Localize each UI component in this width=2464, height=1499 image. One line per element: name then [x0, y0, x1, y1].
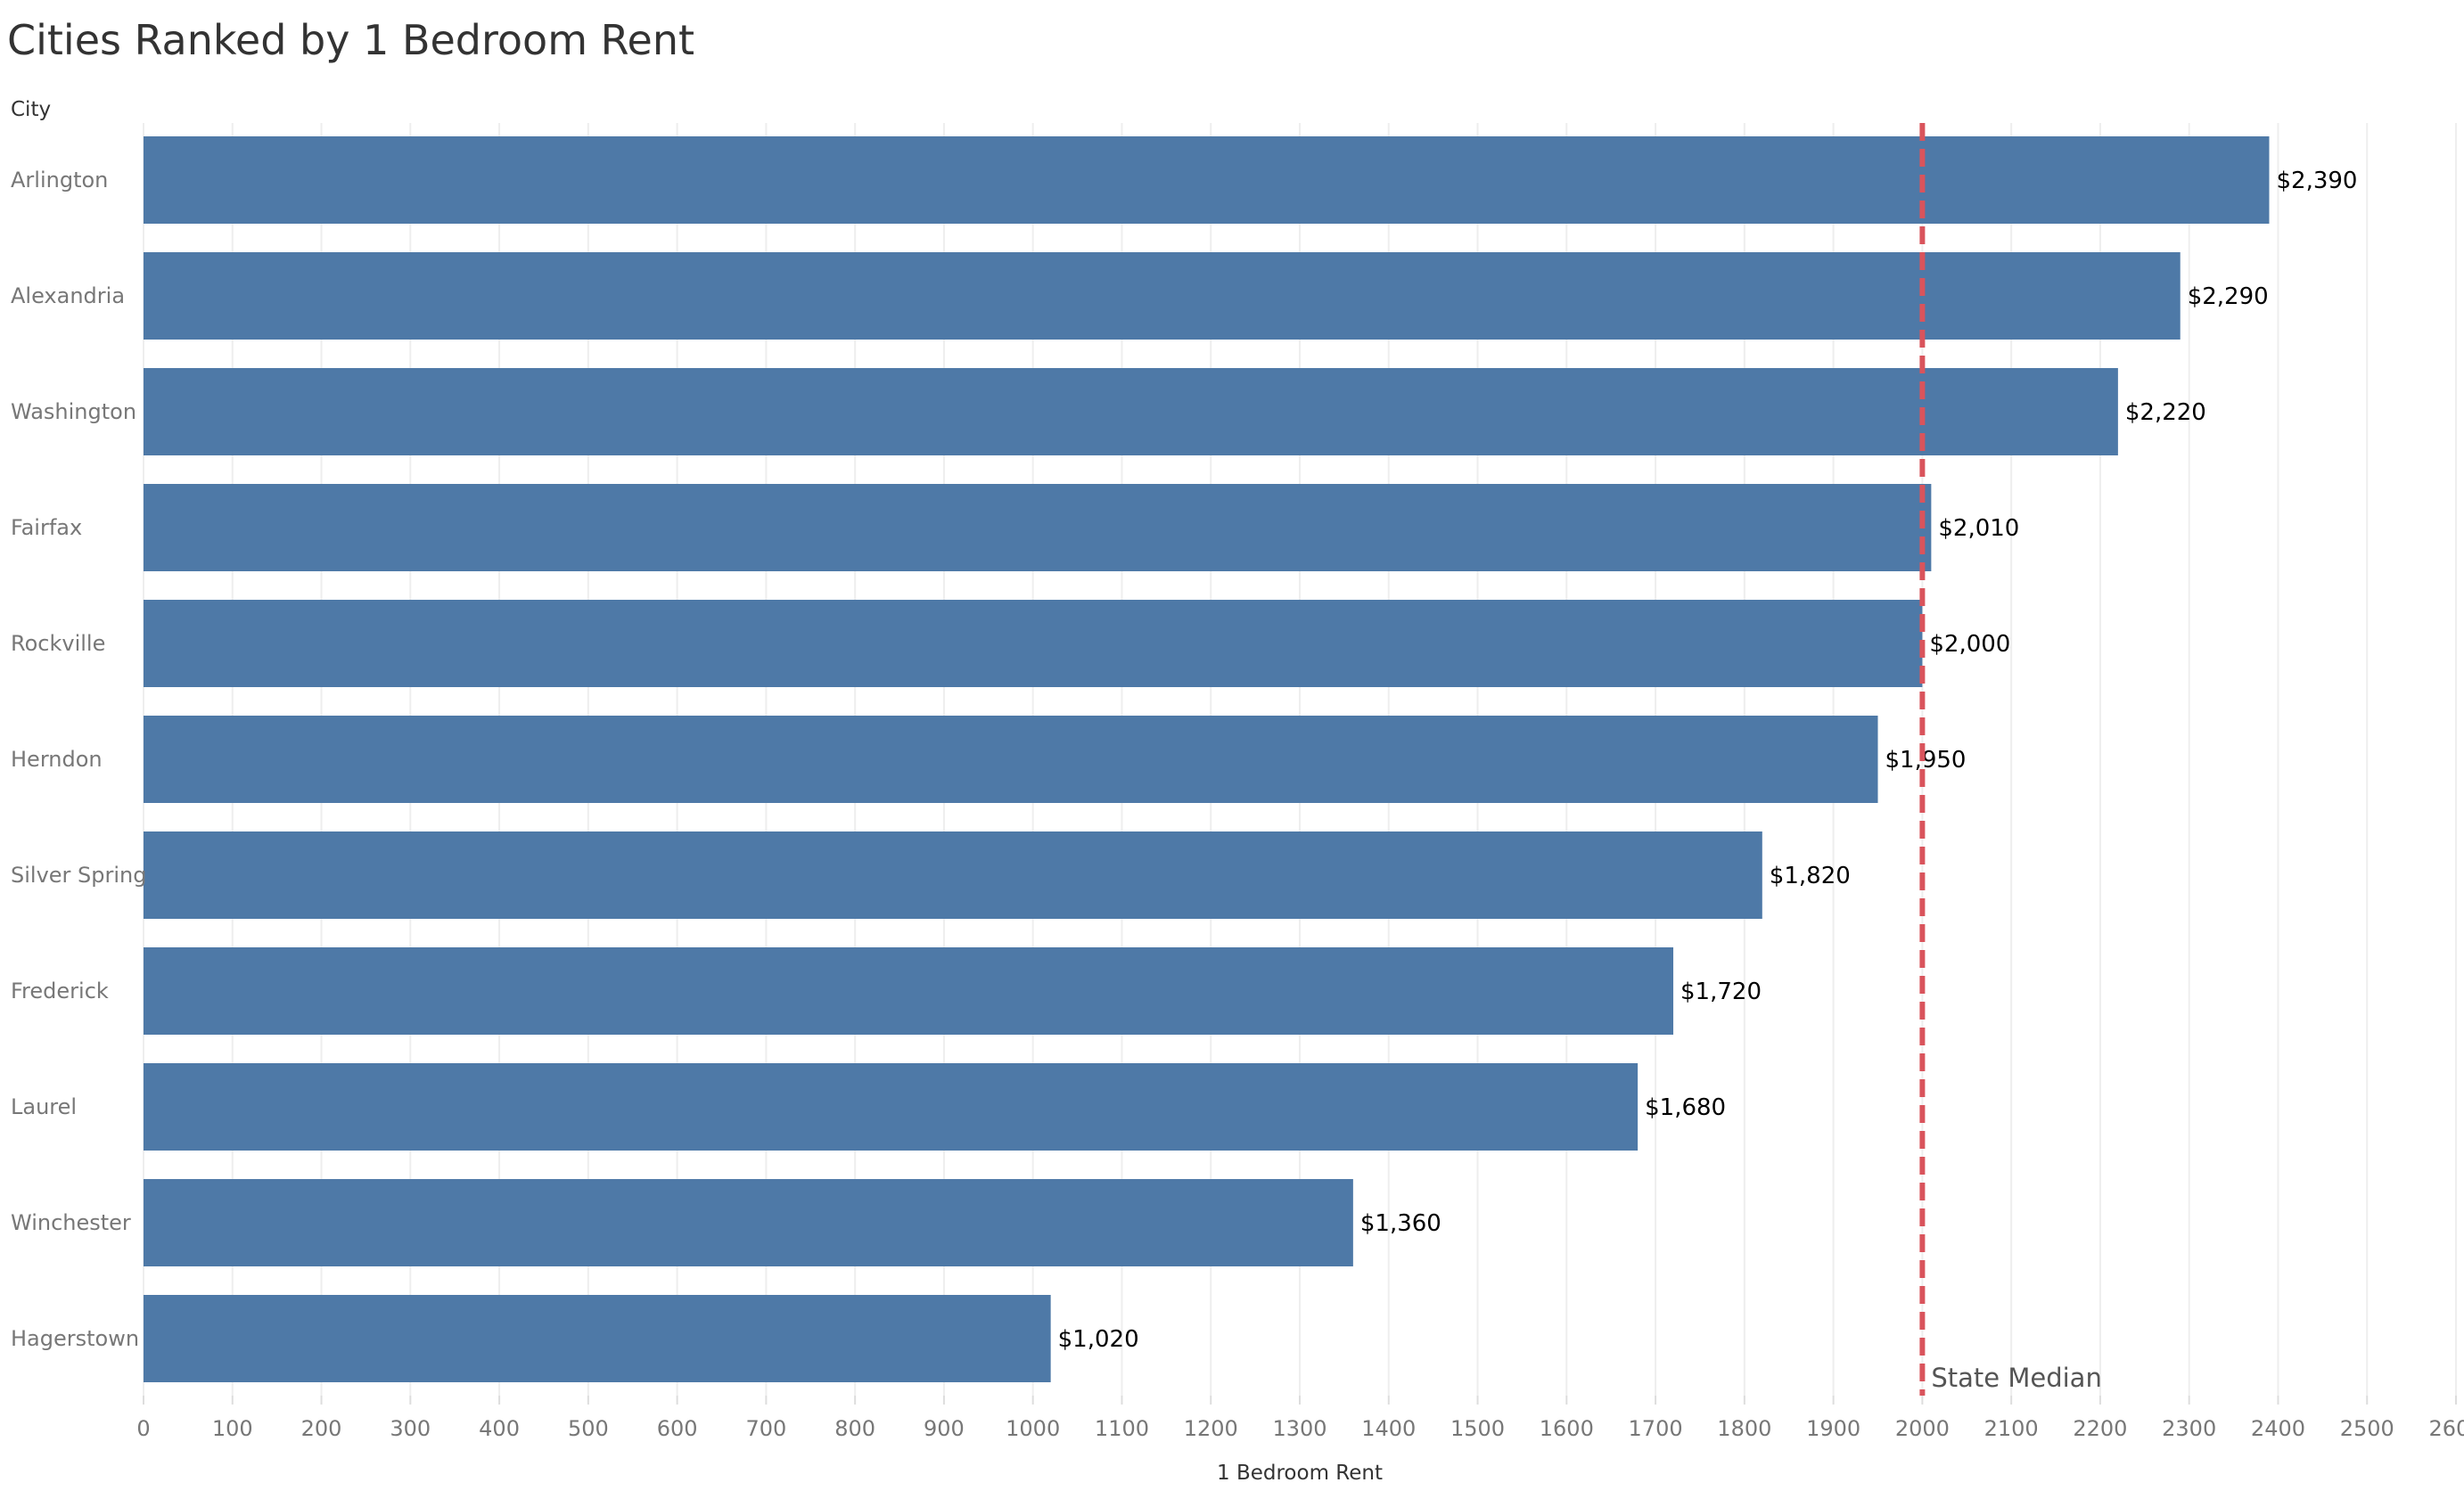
bar [144, 1295, 1051, 1382]
y-axis-title: City [11, 98, 51, 121]
x-tick-label: 1300 [1272, 1416, 1326, 1441]
x-tick-label: 2200 [2073, 1416, 2127, 1441]
category-label: Silver Spring [11, 863, 146, 888]
x-tick-label: 800 [834, 1416, 875, 1441]
bar [144, 1063, 1639, 1151]
x-tick-label: 100 [212, 1416, 253, 1441]
x-tick-label: 2500 [2340, 1416, 2394, 1441]
category-label: Hagerstown [11, 1326, 139, 1351]
value-label: $2,390 [2276, 168, 2357, 194]
bar [144, 716, 1878, 803]
value-label: $1,680 [1645, 1094, 1726, 1121]
x-tick-label: 1700 [1629, 1416, 1683, 1441]
x-tick-label: 1600 [1540, 1416, 1594, 1441]
bar [144, 136, 2270, 224]
value-label: $2,220 [2125, 399, 2206, 426]
bar-group [144, 136, 2270, 1382]
value-label: $1,020 [1058, 1326, 1139, 1353]
x-tick-label: 2100 [1984, 1416, 2039, 1441]
category-label: Washington [11, 399, 136, 424]
reference-line-label: State Median [1931, 1363, 2101, 1393]
x-tick-label: 1500 [1450, 1416, 1505, 1441]
x-tick-label: 600 [657, 1416, 698, 1441]
x-tick-label: 300 [390, 1416, 431, 1441]
value-label: $2,000 [1929, 631, 2010, 658]
x-tick-label: 2400 [2251, 1416, 2305, 1441]
x-tick-label: 1400 [1361, 1416, 1416, 1441]
category-label: Herndon [11, 747, 103, 772]
x-tick-label: 1800 [1717, 1416, 1771, 1441]
x-tick-label: 1200 [1184, 1416, 1238, 1441]
value-label: $2,010 [1938, 515, 2019, 542]
value-label: $1,820 [1770, 863, 1851, 889]
x-tick-label: 700 [745, 1416, 786, 1441]
value-label: $1,360 [1360, 1210, 1441, 1237]
category-label: Winchester [11, 1210, 131, 1235]
x-tick-label: 2600 [2428, 1416, 2464, 1441]
x-tick-label: 400 [479, 1416, 520, 1441]
category-label: Rockville [11, 631, 105, 656]
value-labels: $2,390 $2,290 $2,220 $2,010 $2,000 $1,950 $1,8… [1058, 168, 2358, 1353]
bar [144, 368, 2118, 455]
x-tick-label: 0 [136, 1416, 150, 1441]
value-label: $2,290 [2188, 283, 2269, 310]
chart-title: Cities Ranked by 1 Bedroom Rent [7, 16, 695, 64]
value-label: $1,950 [1885, 747, 1967, 774]
x-tick-label: 500 [568, 1416, 609, 1441]
category-label: Laurel [11, 1094, 77, 1119]
category-label: Frederick [11, 979, 109, 1003]
category-label: Arlington [11, 168, 108, 192]
x-tick-label: 2300 [2162, 1416, 2216, 1441]
bar [144, 252, 2181, 340]
x-tick-label: 200 [301, 1416, 342, 1441]
category-label: Fairfax [11, 515, 82, 540]
x-tick-label: 1000 [1006, 1416, 1060, 1441]
category-label: Alexandria [11, 283, 125, 308]
bar [144, 600, 1923, 687]
bar [144, 484, 1932, 571]
x-axis-title: 1 Bedroom Rent [1217, 1462, 1383, 1485]
x-tick-label: 2000 [1895, 1416, 1950, 1441]
x-tick-label: 900 [924, 1416, 965, 1441]
value-label: $1,720 [1680, 979, 1762, 1005]
x-tick-label: 1100 [1095, 1416, 1149, 1441]
bar [144, 831, 1762, 919]
bar [144, 1179, 1353, 1266]
x-tick-label: 1900 [1806, 1416, 1860, 1441]
bar [144, 947, 1674, 1035]
x-axis-ticks: 0 100 200 300 400 500 600 700 800 900 1000 1100 1200… [136, 1396, 2464, 1441]
category-labels: Arlington Alexandria Washington Fairfax Rock… [11, 168, 146, 1351]
